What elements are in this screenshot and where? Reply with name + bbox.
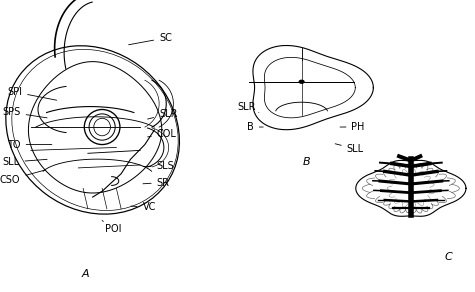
Polygon shape: [356, 160, 466, 216]
Text: B: B: [303, 157, 310, 167]
Text: B: B: [247, 122, 263, 132]
Text: VC: VC: [131, 202, 156, 212]
Text: SPS: SPS: [2, 107, 47, 118]
Ellipse shape: [299, 80, 304, 83]
Text: C: C: [445, 252, 453, 262]
Text: SLL: SLL: [2, 157, 47, 167]
Text: TO: TO: [7, 140, 52, 150]
Text: SPI: SPI: [7, 87, 57, 100]
Text: A: A: [82, 270, 89, 279]
Text: SLR: SLR: [148, 109, 178, 119]
Text: SR: SR: [143, 178, 170, 187]
Text: SC: SC: [129, 33, 172, 45]
Text: PH: PH: [340, 122, 365, 132]
Text: SLR: SLR: [238, 102, 259, 112]
Text: COL: COL: [148, 129, 177, 139]
Text: SLL: SLL: [335, 144, 364, 154]
Text: SLS: SLS: [143, 161, 174, 171]
Text: POI: POI: [102, 220, 121, 234]
Text: CSO: CSO: [0, 170, 45, 185]
